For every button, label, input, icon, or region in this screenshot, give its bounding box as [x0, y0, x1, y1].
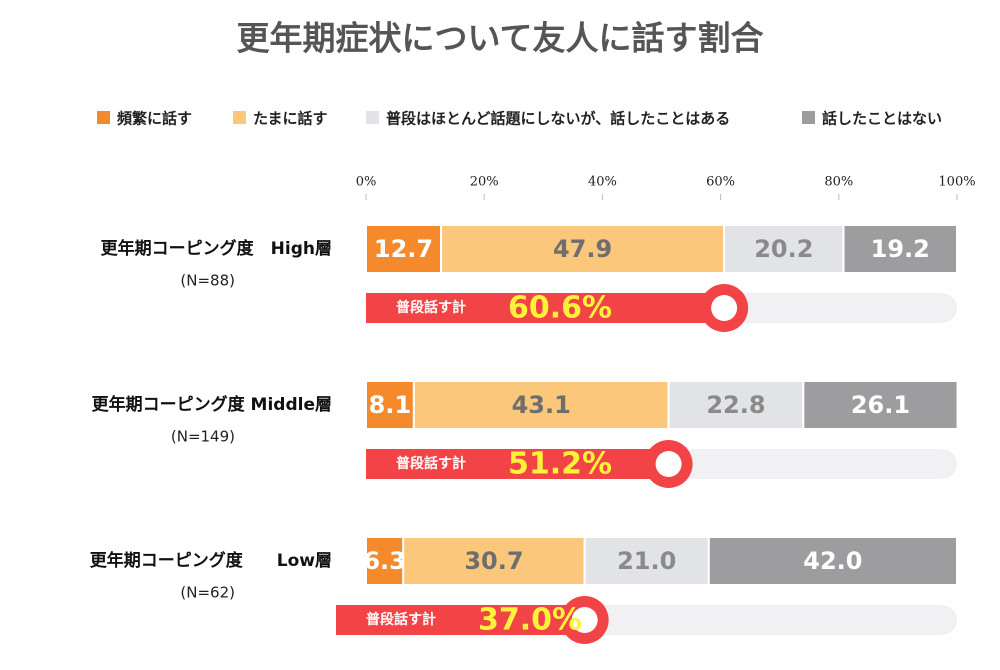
- legend-label: たまに話す: [253, 110, 328, 128]
- bar-segment: [365, 224, 443, 274]
- legend-swatch: [802, 111, 815, 124]
- bar-segment: [667, 380, 805, 430]
- bar-segment: [412, 380, 670, 430]
- value-label: 47.9: [553, 235, 612, 263]
- value-label: 21.0: [617, 547, 676, 575]
- x-tick-label: 100%: [938, 175, 975, 190]
- value-label: 30.7: [464, 547, 523, 575]
- bar-segment: [583, 536, 710, 586]
- legend-swatch: [233, 111, 246, 124]
- x-tick-label: 60%: [706, 175, 735, 190]
- end-knob-center: [571, 607, 598, 633]
- value-label: 8.1: [369, 391, 412, 419]
- legend-swatch: [97, 111, 110, 124]
- end-knob-center: [655, 451, 682, 477]
- value-label: 19.2: [871, 235, 930, 263]
- sample-size: (N=149): [171, 428, 235, 446]
- value-label: 12.7: [374, 235, 433, 263]
- value-label: 20.2: [754, 235, 813, 263]
- x-tick-label: 0%: [356, 175, 377, 190]
- category-label: 更年期コーピング度 Low層: [90, 550, 332, 571]
- chart-title: 更年期症状について友人に話す割合: [236, 19, 763, 58]
- total-value: 37.0%: [478, 603, 582, 638]
- value-label: 26.1: [851, 391, 910, 419]
- total-value: 51.2%: [508, 447, 612, 482]
- bar-segment: [365, 536, 405, 586]
- end-knob-center: [711, 295, 738, 321]
- total-label: 普段話す計: [366, 611, 436, 628]
- category-label: 更年期コーピング度 Middle層: [92, 394, 332, 415]
- value-label: 6.3: [363, 547, 406, 575]
- legend-label: 普段はほとんど話題にしないが、話したことはある: [386, 110, 730, 128]
- x-tick-label: 40%: [588, 175, 617, 190]
- bar-segment: [802, 380, 959, 430]
- total-bar: [366, 293, 725, 323]
- value-label: 42.0: [803, 547, 862, 575]
- total-value: 60.6%: [508, 291, 612, 326]
- total-label: 普段話す計: [396, 455, 466, 472]
- sample-size: (N=88): [180, 272, 235, 290]
- bar-segment: [842, 224, 959, 274]
- total-bar: [366, 449, 669, 479]
- legend-label: 頻繁に話す: [117, 110, 192, 128]
- sample-size: (N=62): [180, 584, 235, 602]
- bar-segment: [707, 536, 959, 586]
- value-label: 43.1: [512, 391, 571, 419]
- total-bar: [336, 605, 585, 635]
- legend-label: 話したことはない: [822, 110, 942, 128]
- legend-swatch: [366, 111, 379, 124]
- bar-segment: [365, 380, 415, 430]
- x-tick-label: 20%: [470, 175, 499, 190]
- total-label: 普段話す計: [396, 299, 466, 316]
- value-label: 22.8: [706, 391, 765, 419]
- category-label: 更年期コーピング度 High層: [101, 238, 332, 259]
- x-tick-label: 80%: [824, 175, 853, 190]
